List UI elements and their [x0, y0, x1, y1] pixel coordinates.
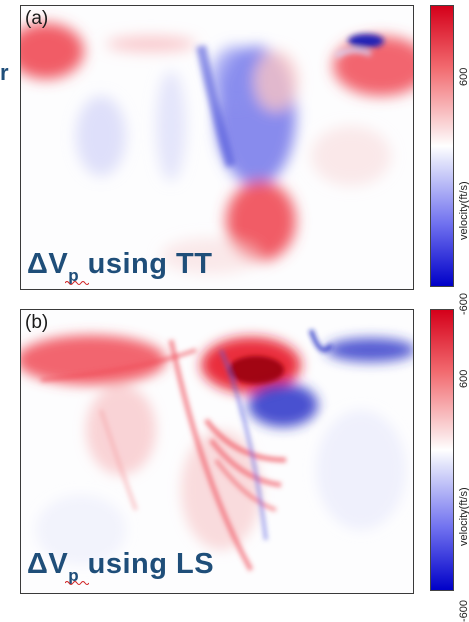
caption-a-subscript: p	[68, 266, 80, 285]
velocity-panel-a: (a) ΔVp using TT	[20, 5, 414, 290]
caption-a: ΔVp using TT	[27, 248, 213, 285]
colorbar-a-max-label: 600	[458, 67, 469, 86]
panel-label-b: (b)	[25, 312, 49, 333]
velocity-field-a	[21, 23, 413, 274]
caption-b: ΔVp using LS	[27, 548, 215, 585]
velocity-panel-b: (b) ΔVp using LS	[20, 309, 414, 594]
velocity-field-b	[21, 329, 413, 572]
colorbar-b	[430, 309, 454, 591]
colorbar-b-max-label: 600	[458, 369, 469, 388]
panel-label-a: (a)	[25, 8, 49, 29]
spellcheck-squiggle-a	[65, 281, 89, 285]
caption-a-rest: using TT	[79, 248, 213, 280]
colorbar-b-min-label: -600	[458, 599, 469, 622]
caption-b-main: ΔV	[27, 548, 69, 580]
caption-b-subscript: p	[68, 566, 80, 585]
colorbar-a-min-label: -600	[458, 292, 469, 315]
caption-a-main: ΔV	[27, 248, 69, 280]
cropped-edge-letter: r	[0, 60, 9, 85]
colorbar-a	[430, 5, 454, 287]
caption-b-rest: using LS	[79, 548, 215, 580]
colorbar-b-title: velocity(ft/s)	[458, 487, 469, 546]
colorbar-a-title: velocity(ft/s)	[458, 181, 469, 240]
spellcheck-squiggle-b	[65, 581, 89, 585]
